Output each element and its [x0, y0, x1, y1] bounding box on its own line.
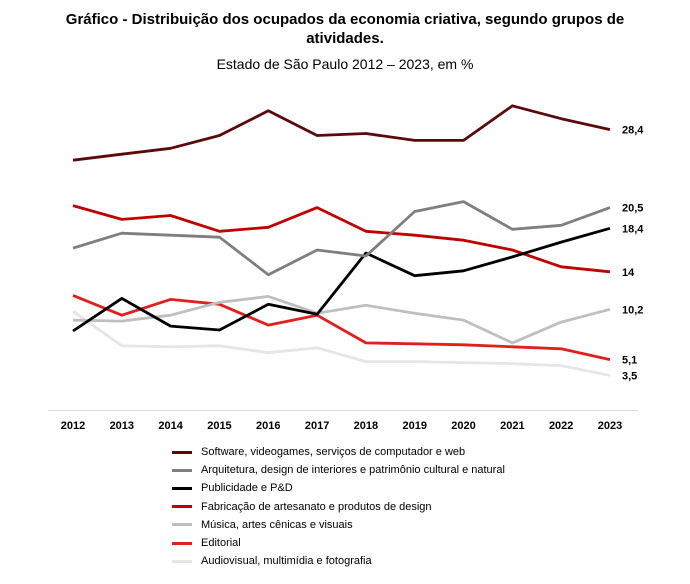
end-label-series-6: 5,1 [622, 355, 637, 367]
x-axis-ticks: 2012 2013 2014 2015 2016 2017 2018 2019 2020 2021… [61, 420, 622, 432]
legend-item: Editorial [172, 534, 672, 552]
series-line-5 [72, 294, 611, 345]
legend-label: Fabricação de artesanato e produtos de d… [201, 500, 432, 513]
series-line-6 [72, 294, 611, 361]
legend-label: Audiovisual, multimídia e fotografia [201, 555, 372, 568]
chart-title: Gráfico - Distribuição dos ocupados da e… [0, 10, 690, 48]
series-line-2 [72, 200, 611, 277]
x-tick-label: 2020 [451, 420, 475, 432]
x-tick-label: 2015 [207, 420, 231, 432]
series-line-1 [72, 104, 611, 162]
x-tick-label: 2016 [256, 420, 280, 432]
x-tick-label: 2017 [305, 420, 329, 432]
legend-item: Fabricação de artesanato e produtos de d… [172, 498, 672, 516]
legend-swatch [172, 541, 192, 545]
x-tick-label: 2014 [158, 420, 183, 432]
legend-label: Publicidade e P&D [201, 482, 293, 495]
x-tick-label: 2022 [549, 420, 573, 432]
series-layer [72, 104, 611, 377]
legend-label: Software, videogames, serviços de comput… [201, 446, 466, 459]
x-tick-label: 2018 [354, 420, 378, 432]
legend-swatch [172, 450, 192, 454]
legend-swatch [172, 505, 192, 509]
x-tick-label: 2012 [61, 420, 85, 432]
chart-subtitle: Estado de São Paulo 2012 – 2023, em % [216, 56, 474, 72]
series-line-4 [72, 204, 611, 274]
x-tick-label: 2019 [402, 420, 426, 432]
series-line-7 [72, 310, 611, 377]
chart-title-line-1: Gráfico - Distribuição dos ocupados da e… [65, 11, 625, 28]
legend: Software, videogames, serviços de comput… [172, 443, 672, 570]
legend-swatch [172, 523, 192, 527]
x-tick-label: 2013 [110, 420, 134, 432]
legend-item: Publicidade e P&D [172, 479, 672, 497]
x-tick-label: 2021 [500, 420, 524, 432]
end-label-series-2: 20,5 [622, 203, 643, 215]
end-label-series-7: 3,5 [622, 370, 637, 382]
legend-item: Música, artes cênicas e visuais [172, 516, 672, 534]
series-line-3 [72, 226, 611, 333]
legend-label: Música, artes cênicas e visuais [201, 518, 353, 531]
legend-item: Audiovisual, multimídia e fotografia [172, 552, 672, 570]
legend-item: Arquitetura, design de interiores e patr… [172, 461, 672, 479]
x-tick-label: 2023 [598, 420, 622, 432]
legend-swatch [172, 486, 192, 490]
legend-label: Arquitetura, design de interiores e patr… [201, 464, 505, 477]
end-labels: 28,4 20,5 18,4 14 10,2 5,1 3,5 [622, 125, 644, 383]
chart-title-line-2: atividades. [306, 30, 384, 47]
legend-item: Software, videogames, serviços de comput… [172, 443, 672, 461]
legend-swatch [172, 468, 192, 472]
end-label-series-5: 10,2 [622, 304, 643, 316]
legend-swatch [172, 559, 192, 563]
end-label-series-3: 18,4 [622, 223, 644, 235]
end-label-series-1: 28,4 [622, 125, 644, 137]
end-label-series-4: 14 [622, 267, 635, 279]
legend-label: Editorial [201, 537, 241, 550]
